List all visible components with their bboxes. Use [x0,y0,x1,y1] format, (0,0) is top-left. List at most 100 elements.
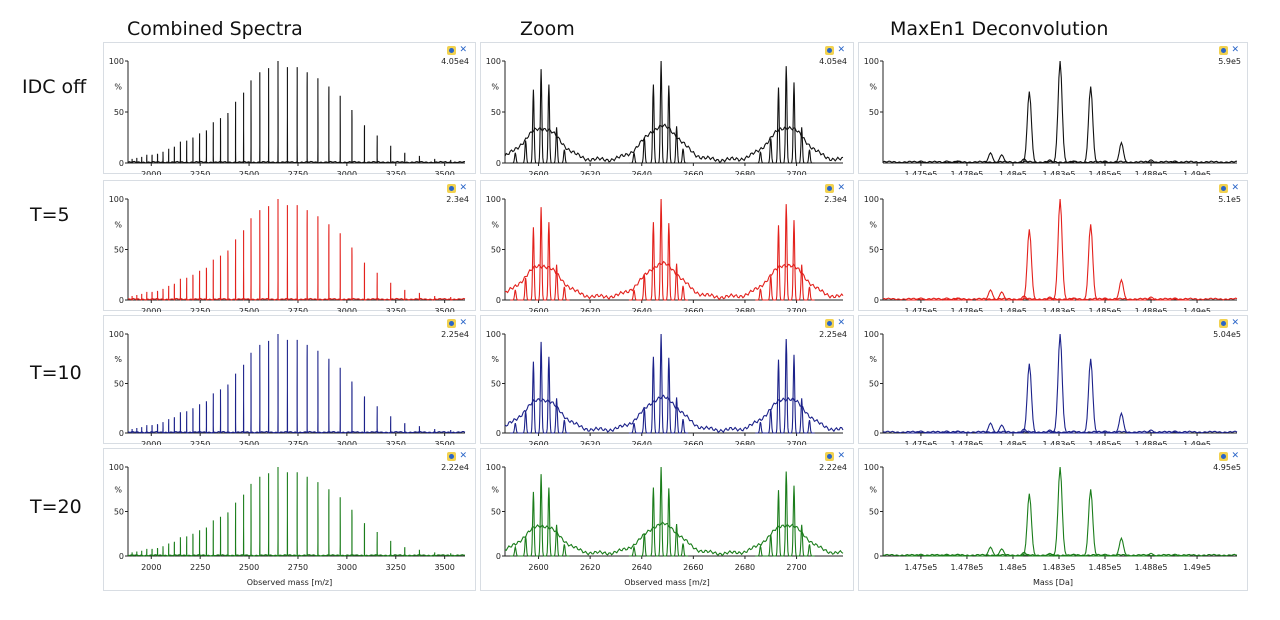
x-tick-label: 2750 [288,307,308,312]
spectrum-peak [376,272,378,301]
x-tick-label: 2660 [683,440,703,445]
spectrum-peak [543,487,554,557]
x-tick-label: 2700 [786,170,806,175]
close-icon[interactable]: ✕ [837,318,845,328]
spectrum-peak [450,297,452,301]
y-tick-label: 100 [109,195,124,204]
spectrum-peak [648,356,659,434]
y-tick-label: 0 [119,159,124,168]
close-icon[interactable]: ✕ [1231,45,1239,55]
spectrum-peak [804,544,815,557]
pin-icon[interactable] [825,184,835,193]
column-title-deconvolution: MaxEn1 Deconvolution [890,18,1109,40]
spectrum-peak [628,544,640,557]
pin-icon[interactable] [447,452,457,461]
x-tick-label: 2000 [141,307,161,312]
spectrum-panel-0-2: ✕ 2.25e4 0 50 100% 2000 2250 2500 2750 3000 3250 35… [103,315,476,445]
close-icon[interactable]: ✕ [1231,318,1239,328]
y-tick-label: 50 [114,380,124,389]
close-icon[interactable]: ✕ [459,451,467,461]
pin-icon[interactable] [447,46,457,55]
plot-svg: 0 50 100% 2600 2620 2640 2660 2680 2700 [486,330,844,445]
y-tick-label: 50 [869,380,879,389]
spectrum-peak [943,160,973,164]
spectrum-peak [227,250,229,301]
pin-icon[interactable] [1219,184,1229,193]
pin-icon[interactable] [1219,46,1229,55]
pin-icon[interactable] [825,319,835,328]
close-icon[interactable]: ✕ [1231,451,1239,461]
y-tick-label: 50 [869,246,879,255]
spectrum-peak [528,227,539,301]
spectrum-peak [551,398,562,434]
panel-controls: ✕ [825,184,845,193]
x-tick-label: 3000 [337,440,357,445]
y-tick-label: 0 [119,296,124,305]
spectrum-peak [648,222,659,301]
spectrum-peak [656,198,667,301]
x-tick-label: 2680 [735,170,755,175]
spectrum-peak [434,552,436,557]
x-tick-label: 2680 [735,307,755,312]
x-tick-label: 3500 [434,307,454,312]
spectrum-peak [173,146,176,164]
x-tick-label: 1.478e5 [950,440,983,445]
x-tick-label: 2620 [580,307,600,312]
x-tick-label: 2250 [190,563,210,572]
x-tick-label: 2660 [683,170,703,175]
close-icon[interactable]: ✕ [1231,183,1239,193]
spectrum-peak [975,546,1006,557]
spectrum-peak [146,425,148,434]
spectrum-peak [277,199,279,301]
pin-icon[interactable] [447,184,457,193]
spectrum-peak [339,367,341,434]
panel-controls: ✕ [825,46,845,55]
y-tick-label: 0 [119,552,124,561]
spectrum-peak [536,474,547,557]
row-label-t10: T=10 [30,362,82,384]
close-icon[interactable]: ✕ [837,451,845,461]
x-tick-label: 2640 [632,307,652,312]
close-icon[interactable]: ✕ [837,45,845,55]
y-tick-label: 50 [869,108,879,117]
close-icon[interactable]: ✕ [837,183,845,193]
spectrum-peak [131,552,133,557]
spectrum-peak [162,422,164,434]
panel-controls: ✕ [825,319,845,328]
pin-icon[interactable] [825,46,835,55]
pin-icon[interactable] [1219,319,1229,328]
spectrum-peak [648,84,659,164]
y-tick-label: 0 [119,429,124,438]
close-icon[interactable]: ✕ [459,45,467,55]
spectrum-peak [510,289,521,301]
close-icon[interactable]: ✕ [459,183,467,193]
spectrum-peak [131,429,133,434]
y-tick-label: 100 [864,463,879,472]
x-tick-label: 1.48e5 [999,563,1027,572]
spectrum-peak [146,291,148,301]
x-axis-label: Observed mass [m/z] [624,578,710,587]
spectrum-peak [156,424,159,434]
x-tick-label: 2640 [632,440,652,445]
spectrum-peak [932,160,962,164]
spectrum-peak [788,220,800,301]
spectrum-peak [151,425,153,434]
spectrum-peak [796,264,807,301]
spectrum-peak [267,473,270,557]
x-tick-label: 2620 [580,440,600,445]
close-icon[interactable]: ✕ [459,318,467,328]
spectrum-peak [219,255,222,301]
spectrum-peak [339,497,341,557]
spectrum-peak [450,553,452,557]
pin-icon[interactable] [825,452,835,461]
spectrum-peak [932,430,962,434]
x-tick-label: 1.478e5 [950,170,983,175]
pin-icon[interactable] [1219,452,1229,461]
plot-svg: 0 50 100% 2000 2250 2500 2750 3000 3250 3500 [109,57,466,175]
plot-svg: 0 50 100% 2600 2620 2640 2660 2680 2700 [486,57,844,175]
spectrum-peak [1160,160,1190,164]
spectrum-peak [317,78,319,164]
pin-icon[interactable] [447,319,457,328]
intensity-label: 5.1e5 [1218,195,1241,204]
plot-svg: 0 50 100% 2000 2250 2500 2750 3000 3250 3500 [109,195,466,312]
